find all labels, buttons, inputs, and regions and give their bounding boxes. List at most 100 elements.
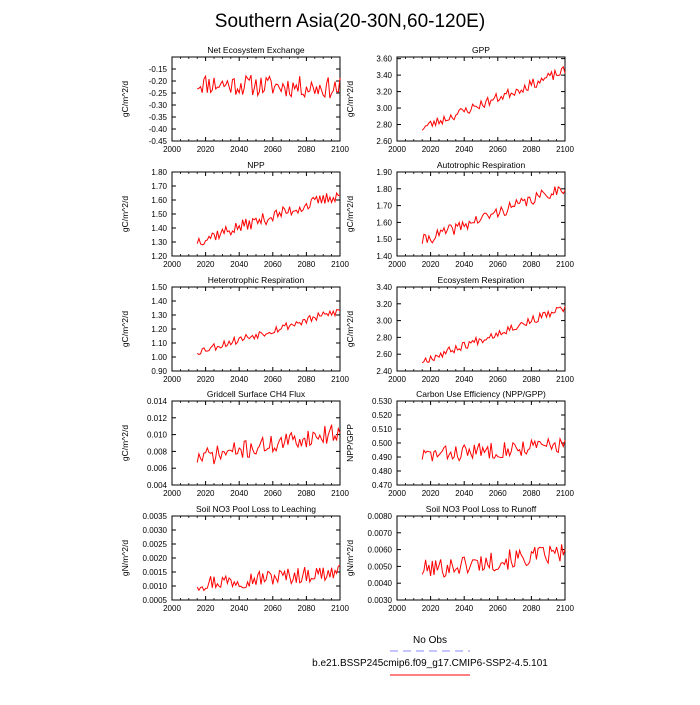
y-tick-label: 1.40 bbox=[151, 224, 167, 233]
x-tick-label: 2000 bbox=[388, 260, 406, 269]
panel-grid: Net Ecosystem Exchange gC/m^2/d 2000 2020 20… bbox=[120, 45, 574, 613]
x-tick-label: 2060 bbox=[264, 604, 282, 613]
y-tick-label: 3.20 bbox=[376, 300, 392, 309]
y-tick-label: 0.008 bbox=[147, 447, 168, 456]
x-tick-label: 2020 bbox=[422, 604, 440, 613]
y-tick-label: 0.006 bbox=[147, 464, 168, 473]
panel-2: GPP gC/m^2/d 2000 2020 2040 2060 2080 2100 3.60 3… bbox=[345, 45, 574, 154]
panel-5: Heterotrophic Respiration gC/m^2/d 2000 202… bbox=[120, 275, 349, 384]
x-tick-label: 2100 bbox=[556, 604, 574, 613]
legend-model-label: b.e21.BSSP245cmip6.f09_g17.CMIP6-SSP2-4.… bbox=[312, 658, 548, 669]
y-axis-label: gC/m^2/d bbox=[345, 311, 355, 347]
x-tick-label: 2100 bbox=[331, 489, 349, 498]
y-tick-label: 0.0050 bbox=[368, 562, 393, 571]
y-tick-label: 0.490 bbox=[372, 453, 393, 462]
y-tick-label: 1.80 bbox=[151, 168, 167, 177]
y-tick-label: 0.0010 bbox=[143, 582, 168, 591]
y-axis-label: gN/m^2/d bbox=[345, 540, 355, 576]
x-tick-label: 2020 bbox=[422, 375, 440, 384]
y-tick-label: 2.80 bbox=[376, 121, 392, 130]
x-tick-label: 2000 bbox=[163, 489, 181, 498]
x-tick-label: 2040 bbox=[455, 489, 473, 498]
y-tick-label: -0.40 bbox=[149, 125, 168, 134]
y-tick-label: 2.60 bbox=[376, 137, 392, 146]
x-tick-label: 2020 bbox=[197, 489, 215, 498]
panel-title: NPP bbox=[247, 160, 265, 170]
series-line bbox=[421, 306, 566, 364]
plot-frame bbox=[171, 286, 341, 372]
y-tick-label: 3.00 bbox=[376, 104, 392, 113]
panel-title: Autotrophic Respiration bbox=[437, 160, 526, 170]
x-tick-label: 2080 bbox=[298, 375, 316, 384]
y-axis-label: NPP/GPP bbox=[345, 424, 355, 462]
y-tick-label: 1.50 bbox=[151, 283, 167, 292]
x-tick-label: 2020 bbox=[197, 145, 215, 154]
y-tick-label: 1.90 bbox=[376, 168, 392, 177]
panel-title: Gridcell Surface CH4 Flux bbox=[207, 389, 306, 399]
y-axis-label: gC/m^2/d bbox=[120, 425, 130, 461]
y-tick-label: 2.80 bbox=[376, 333, 392, 342]
y-tick-label: 1.30 bbox=[151, 311, 167, 320]
series-line bbox=[421, 186, 566, 244]
panel-title: Ecosystem Respiration bbox=[438, 275, 525, 285]
x-tick-label: 2040 bbox=[230, 145, 248, 154]
y-tick-label: 0.0080 bbox=[368, 512, 393, 521]
y-axis-label: gC/m^2/d bbox=[120, 81, 130, 117]
series-line bbox=[421, 436, 566, 462]
plot-frame bbox=[396, 286, 566, 372]
y-tick-label: 0.0015 bbox=[143, 568, 168, 577]
y-axis-label: gC/m^2/d bbox=[120, 196, 130, 232]
y-tick-label: 0.0005 bbox=[143, 596, 168, 605]
x-tick-label: 2000 bbox=[388, 145, 406, 154]
x-tick-label: 2100 bbox=[556, 375, 574, 384]
x-tick-label: 2000 bbox=[388, 604, 406, 613]
y-tick-label: 0.510 bbox=[372, 425, 393, 434]
series-line bbox=[197, 74, 341, 99]
y-tick-label: 0.014 bbox=[147, 397, 168, 406]
x-tick-label: 2000 bbox=[163, 145, 181, 154]
y-tick-label: 0.0035 bbox=[143, 512, 168, 521]
panel-10: Soil NO3 Pool Loss to Runoff gN/m^2/d 2000… bbox=[345, 504, 574, 613]
panel-title: Net Ecosystem Exchange bbox=[207, 45, 305, 55]
x-tick-label: 2080 bbox=[523, 260, 541, 269]
x-tick-label: 2060 bbox=[489, 375, 507, 384]
x-tick-label: 2080 bbox=[523, 375, 541, 384]
y-tick-label: 0.012 bbox=[147, 414, 168, 423]
series-line bbox=[196, 564, 341, 592]
y-tick-label: 1.50 bbox=[151, 210, 167, 219]
y-tick-label: 1.10 bbox=[151, 339, 167, 348]
x-tick-label: 2100 bbox=[331, 260, 349, 269]
x-tick-label: 2020 bbox=[197, 375, 215, 384]
x-tick-label: 2040 bbox=[455, 260, 473, 269]
y-axis-label: gC/m^2/d bbox=[120, 311, 130, 347]
x-tick-label: 2080 bbox=[298, 145, 316, 154]
y-tick-label: 0.480 bbox=[372, 467, 393, 476]
y-tick-label: 1.00 bbox=[151, 353, 167, 362]
panel-9: Soil NO3 Pool Loss to Leaching gN/m^2/d 20… bbox=[120, 504, 349, 613]
x-tick-label: 2000 bbox=[163, 375, 181, 384]
y-tick-label: 0.0040 bbox=[368, 579, 393, 588]
panel-1: Net Ecosystem Exchange gC/m^2/d 2000 2020 20… bbox=[120, 45, 349, 154]
panel-4: Autotrophic Respiration gC/m^2/d 2000 2020 2… bbox=[345, 160, 574, 269]
y-tick-label: 1.60 bbox=[151, 196, 167, 205]
page-title: Southern Asia(20-30N,60-120E) bbox=[215, 11, 485, 32]
y-tick-label: 2.40 bbox=[376, 367, 392, 376]
y-axis-label: gC/m^2/d bbox=[345, 81, 355, 117]
x-tick-label: 2060 bbox=[264, 145, 282, 154]
x-tick-label: 2100 bbox=[331, 604, 349, 613]
y-tick-label: -0.30 bbox=[149, 101, 168, 110]
series-line bbox=[196, 424, 341, 465]
y-tick-label: 0.0020 bbox=[143, 554, 168, 563]
y-tick-label: 0.520 bbox=[372, 411, 393, 420]
x-tick-label: 2000 bbox=[163, 260, 181, 269]
y-tick-label: -0.35 bbox=[149, 113, 168, 122]
y-tick-label: 1.60 bbox=[376, 218, 392, 227]
y-axis-label: gC/m^2/d bbox=[345, 196, 355, 232]
legend: No Obs b.e21.BSSP245cmip6.f09_g17.CMIP6-… bbox=[312, 635, 548, 676]
x-tick-label: 2080 bbox=[523, 145, 541, 154]
series-line bbox=[421, 544, 566, 578]
y-tick-label: 2.60 bbox=[376, 350, 392, 359]
plot-frame bbox=[396, 56, 566, 142]
y-tick-label: 0.470 bbox=[372, 481, 393, 490]
y-tick-label: 0.0030 bbox=[368, 596, 393, 605]
